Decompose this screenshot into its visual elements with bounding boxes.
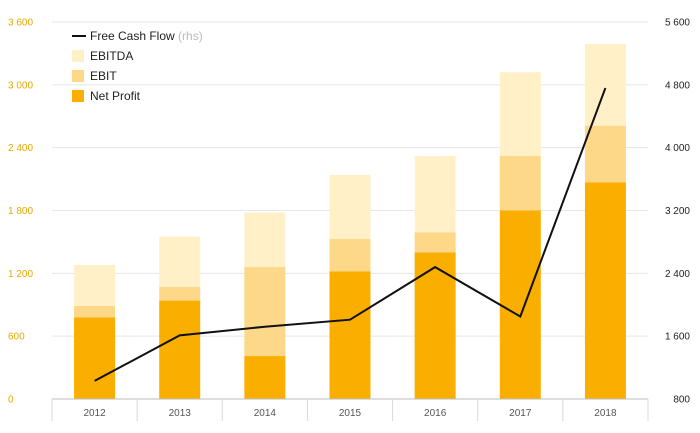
- bar-ebitda-2013: [159, 236, 201, 287]
- bar-net-profit-2018: [584, 182, 626, 399]
- free-cash-flow-line-layer: [94, 87, 607, 382]
- y-left-tick-label: 600: [8, 332, 25, 343]
- legend-label-net-profit: Net Profit: [90, 89, 141, 103]
- bar-ebitda-2018: [584, 43, 626, 126]
- bar-ebitda-2015: [329, 174, 371, 239]
- y-left-tick-label: 0: [8, 395, 14, 406]
- y-right-tick-label: 4 800: [665, 80, 690, 91]
- bar-ebit-2018: [584, 125, 626, 183]
- y-left-tick-label: 2 400: [8, 143, 33, 154]
- x-tick-label-2018: 2018: [594, 408, 617, 419]
- bar-ebit-2012: [74, 305, 116, 318]
- bar-ebitda-2014: [244, 212, 286, 268]
- x-tick-label-2015: 2015: [339, 408, 362, 419]
- y-left-tick-label: 1 200: [8, 269, 33, 280]
- y-right-tick-label: 1 600: [665, 332, 690, 343]
- bar-ebit-2015: [329, 238, 371, 272]
- bar-net-profit-2016: [414, 252, 456, 399]
- bar-ebitda-2017: [499, 72, 541, 157]
- y-right-tick-label: 800: [673, 395, 690, 406]
- x-tick-label-2012: 2012: [83, 408, 106, 419]
- y-left-tick-label: 1 800: [8, 206, 33, 217]
- legend-label-ebit: EBIT: [90, 69, 117, 83]
- bar-ebit-2014: [244, 267, 286, 357]
- legend-swatch-ebit: [72, 70, 84, 82]
- y-axis-right: 800 1 600 2 400 3 200 4 000 4 800 5 600: [665, 18, 690, 406]
- legend-label-ebitda: EBITDA: [90, 49, 133, 63]
- bar-net-profit-2014: [244, 356, 286, 399]
- x-tick-label-2014: 2014: [254, 408, 277, 419]
- legend: Free Cash Flow (rhs) EBITDA EBIT Net Pro…: [72, 29, 203, 103]
- free-cash-flow-line: [94, 87, 607, 382]
- bar-net-profit-2015: [329, 271, 371, 399]
- bar-ebit-2013: [159, 286, 201, 301]
- legend-label-free-cash-flow: Free Cash Flow (rhs): [90, 29, 203, 43]
- bar-ebit-2017: [499, 156, 541, 211]
- bar-ebitda-2012: [74, 264, 116, 306]
- y-left-tick-label: 3 600: [8, 18, 33, 29]
- bars: [74, 43, 626, 399]
- bar-ebit-2016: [414, 232, 456, 253]
- legend-swatch-ebitda: [72, 50, 84, 62]
- y-right-tick-label: 3 200: [665, 206, 690, 217]
- x-axis: 2012 2013 2014 2015 2016 2017 2018: [51, 398, 649, 421]
- legend-swatch-net-profit: [72, 90, 84, 102]
- bar-net-profit-2012: [74, 317, 116, 399]
- y-right-tick-label: 2 400: [665, 269, 690, 280]
- y-right-tick-label: 5 600: [665, 18, 690, 29]
- x-tick-label-2017: 2017: [509, 408, 532, 419]
- x-tick-label-2013: 2013: [169, 408, 192, 419]
- bar-net-profit-2013: [159, 300, 201, 399]
- bar-net-profit-2017: [499, 210, 541, 399]
- x-tick-label-2016: 2016: [424, 408, 447, 419]
- y-right-tick-label: 4 000: [665, 143, 690, 154]
- bar-ebitda-2016: [414, 156, 456, 233]
- y-axis-left: 0 600 1 200 1 800 2 400 3 000 3 600: [8, 18, 33, 406]
- y-left-tick-label: 3 000: [8, 80, 33, 91]
